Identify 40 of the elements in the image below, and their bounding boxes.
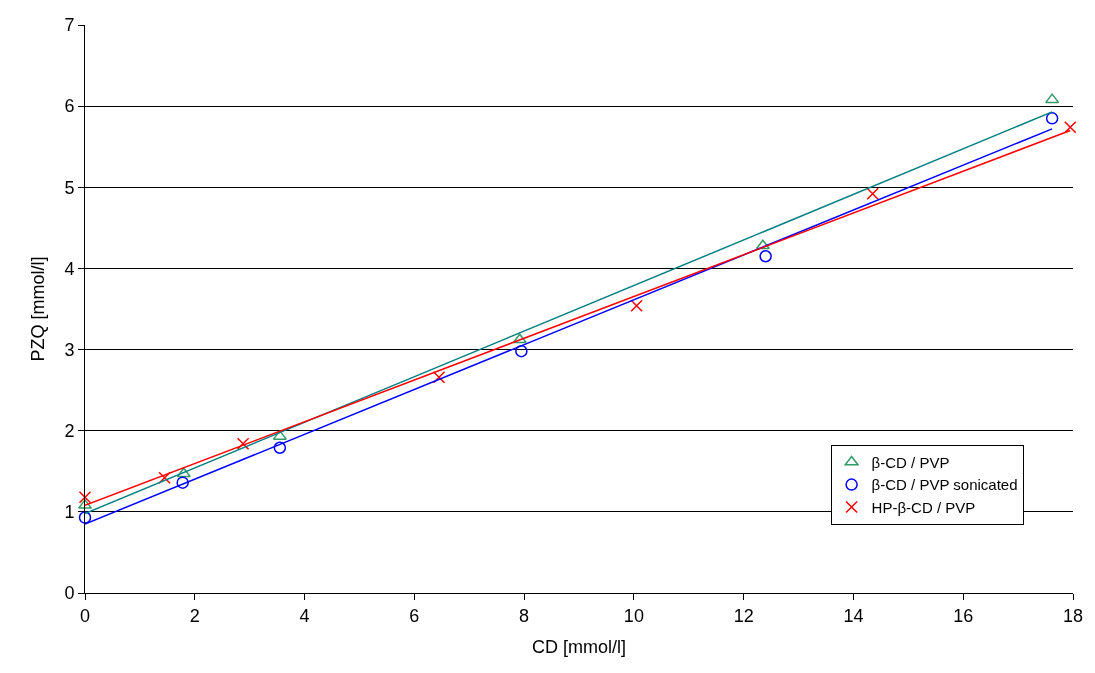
- legend-label: β-CD / PVP: [871, 453, 950, 471]
- point: [866, 187, 879, 201]
- x-tick-label: 0: [79, 605, 91, 626]
- y-tick-label: 6: [64, 96, 75, 117]
- y-tick-label: 3: [64, 339, 75, 360]
- point: [1045, 93, 1060, 104]
- x-tick-label: 6: [409, 605, 420, 626]
- x-tick-label: 2: [189, 605, 200, 626]
- legend-label: β-CD / PVP sonicated: [871, 476, 1018, 494]
- point: [158, 471, 171, 485]
- point: [1045, 112, 1059, 125]
- point: [176, 476, 189, 489]
- y-axis-title: PZQ [mmol/l]: [27, 256, 48, 362]
- point: [512, 333, 527, 344]
- point: [755, 239, 770, 250]
- x-tick-label: 10: [623, 605, 644, 626]
- y-tick-label: 5: [64, 177, 75, 198]
- point: [759, 250, 772, 263]
- point: [78, 511, 92, 524]
- x-tick-label: 16: [953, 605, 974, 626]
- x-tick-label: 18: [1062, 605, 1084, 626]
- x-tick-label: 14: [843, 605, 864, 626]
- y-tick-label: 2: [64, 421, 75, 442]
- point: [630, 299, 643, 312]
- y-tick-label: 0: [64, 583, 75, 604]
- x-tick-label: 8: [519, 605, 530, 626]
- x-axis-title: CD [mmol/l]: [532, 636, 626, 657]
- point: [236, 437, 250, 450]
- y-tick-label: 1: [64, 502, 75, 523]
- point: [1064, 120, 1077, 134]
- legend-label: HP-β-CD / PVP: [871, 498, 976, 516]
- point: [515, 344, 528, 358]
- point: [78, 491, 92, 504]
- y-tick-label: 7: [64, 15, 75, 36]
- point: [176, 467, 191, 478]
- point: [432, 370, 446, 384]
- point: [273, 441, 287, 454]
- y-tick-label: 4: [64, 258, 75, 279]
- x-tick-label: 12: [733, 605, 754, 626]
- x-tick-label: 4: [299, 605, 310, 626]
